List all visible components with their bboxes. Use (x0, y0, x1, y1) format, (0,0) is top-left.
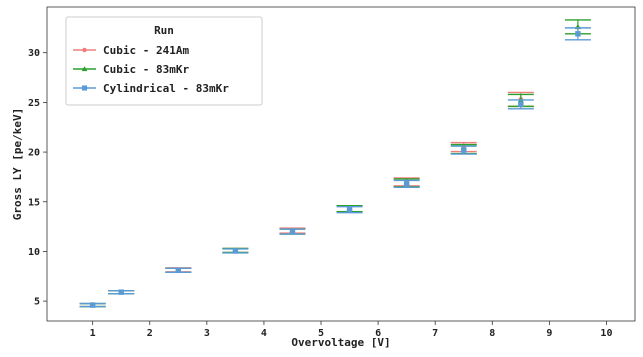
x-tick-label: 4 (261, 328, 267, 339)
data-point (403, 181, 410, 187)
legend-label: Cylindrical - 83mKr (103, 82, 229, 95)
legend-marker (81, 85, 88, 91)
x-tick-label: 1 (90, 328, 96, 339)
y-tick-label: 25 (28, 98, 40, 109)
y-axis-label: Gross LY [pe/keV] (11, 108, 24, 221)
data-point (89, 302, 96, 308)
data-point (518, 101, 524, 108)
x-tick-label: 9 (546, 328, 552, 339)
legend-label: Cubic - 83mKr (103, 63, 189, 76)
y-tick-label: 15 (28, 197, 40, 208)
data-point (346, 206, 353, 213)
x-tick-label: 8 (489, 328, 495, 339)
data-point (232, 248, 239, 254)
series-layer (79, 19, 591, 308)
x-axis-ticks: 1 2 3 4 5 6 7 8 9 10 (90, 321, 612, 339)
x-tick-label: 7 (432, 328, 438, 339)
y-tick-label: 20 (28, 148, 40, 159)
legend: Run Cubic - 241Am Cubic - 83mKr Cylindrica… (65, 16, 263, 106)
data-point (289, 228, 296, 235)
x-tick-label: 5 (318, 328, 324, 339)
data-point (575, 31, 581, 37)
y-tick-label: 30 (28, 48, 40, 59)
y-axis-ticks: 5 10 15 20 25 30 (28, 48, 47, 308)
legend-label: Cubic - 241Am (103, 44, 189, 57)
x-tick-label: 10 (600, 328, 612, 339)
x-tick-label: 2 (147, 328, 153, 339)
legend-title: Run (154, 24, 174, 37)
x-tick-label: 3 (204, 328, 210, 339)
x-tick-label: 6 (375, 328, 381, 339)
x-axis-label: Overvoltage [V] (291, 336, 390, 349)
legend-marker (82, 47, 87, 53)
legend-marker (81, 66, 88, 72)
legend-frame (65, 16, 263, 106)
data-point (175, 267, 182, 274)
series-3 (79, 27, 591, 308)
y-tick-label: 5 (34, 297, 40, 308)
y-tick-label: 10 (28, 247, 40, 258)
data-point (118, 289, 124, 295)
data-point (461, 147, 467, 153)
